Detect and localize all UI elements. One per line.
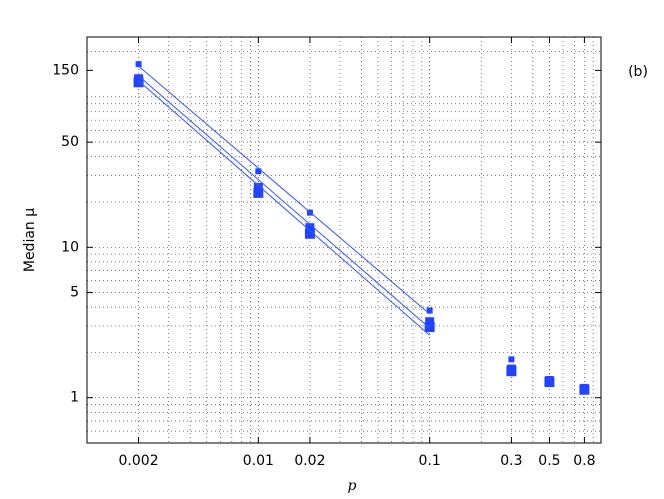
data-point	[135, 61, 142, 68]
data-point	[544, 377, 555, 388]
y-tick-label: 5	[70, 285, 79, 301]
data-point	[305, 223, 315, 233]
data-point	[579, 384, 590, 395]
annotation: (b)	[628, 64, 648, 80]
x-tick-label: 0.5	[538, 453, 560, 469]
data-point	[506, 366, 517, 377]
data-point	[304, 228, 315, 239]
plot-frame	[86, 36, 602, 444]
data-point	[425, 317, 435, 327]
data-point	[508, 356, 515, 363]
x-tick-label: 0.01	[243, 453, 274, 469]
x-tick-label: 0.1	[419, 453, 441, 469]
data-point	[426, 307, 433, 314]
data-point	[255, 168, 262, 175]
y-tick-label: 1	[70, 390, 79, 406]
data-point	[253, 182, 263, 192]
fit-line	[138, 80, 430, 336]
x-tick-label: 0.8	[573, 453, 595, 469]
y-tick-label: 150	[52, 62, 79, 78]
fit-line	[138, 75, 430, 329]
data-point	[424, 322, 435, 333]
data-point	[133, 77, 144, 88]
x-tick-label: 0.3	[500, 453, 522, 469]
y-tick-label: 50	[61, 134, 79, 150]
data-point	[253, 187, 264, 198]
x-tick-label: 0.002	[119, 453, 159, 469]
x-axis-label: p	[348, 478, 357, 494]
y-axis-label: Median μ	[22, 208, 38, 272]
y-tick-label: 10	[61, 239, 79, 255]
x-tick-label: 0.02	[294, 453, 325, 469]
fit-line	[138, 65, 430, 315]
